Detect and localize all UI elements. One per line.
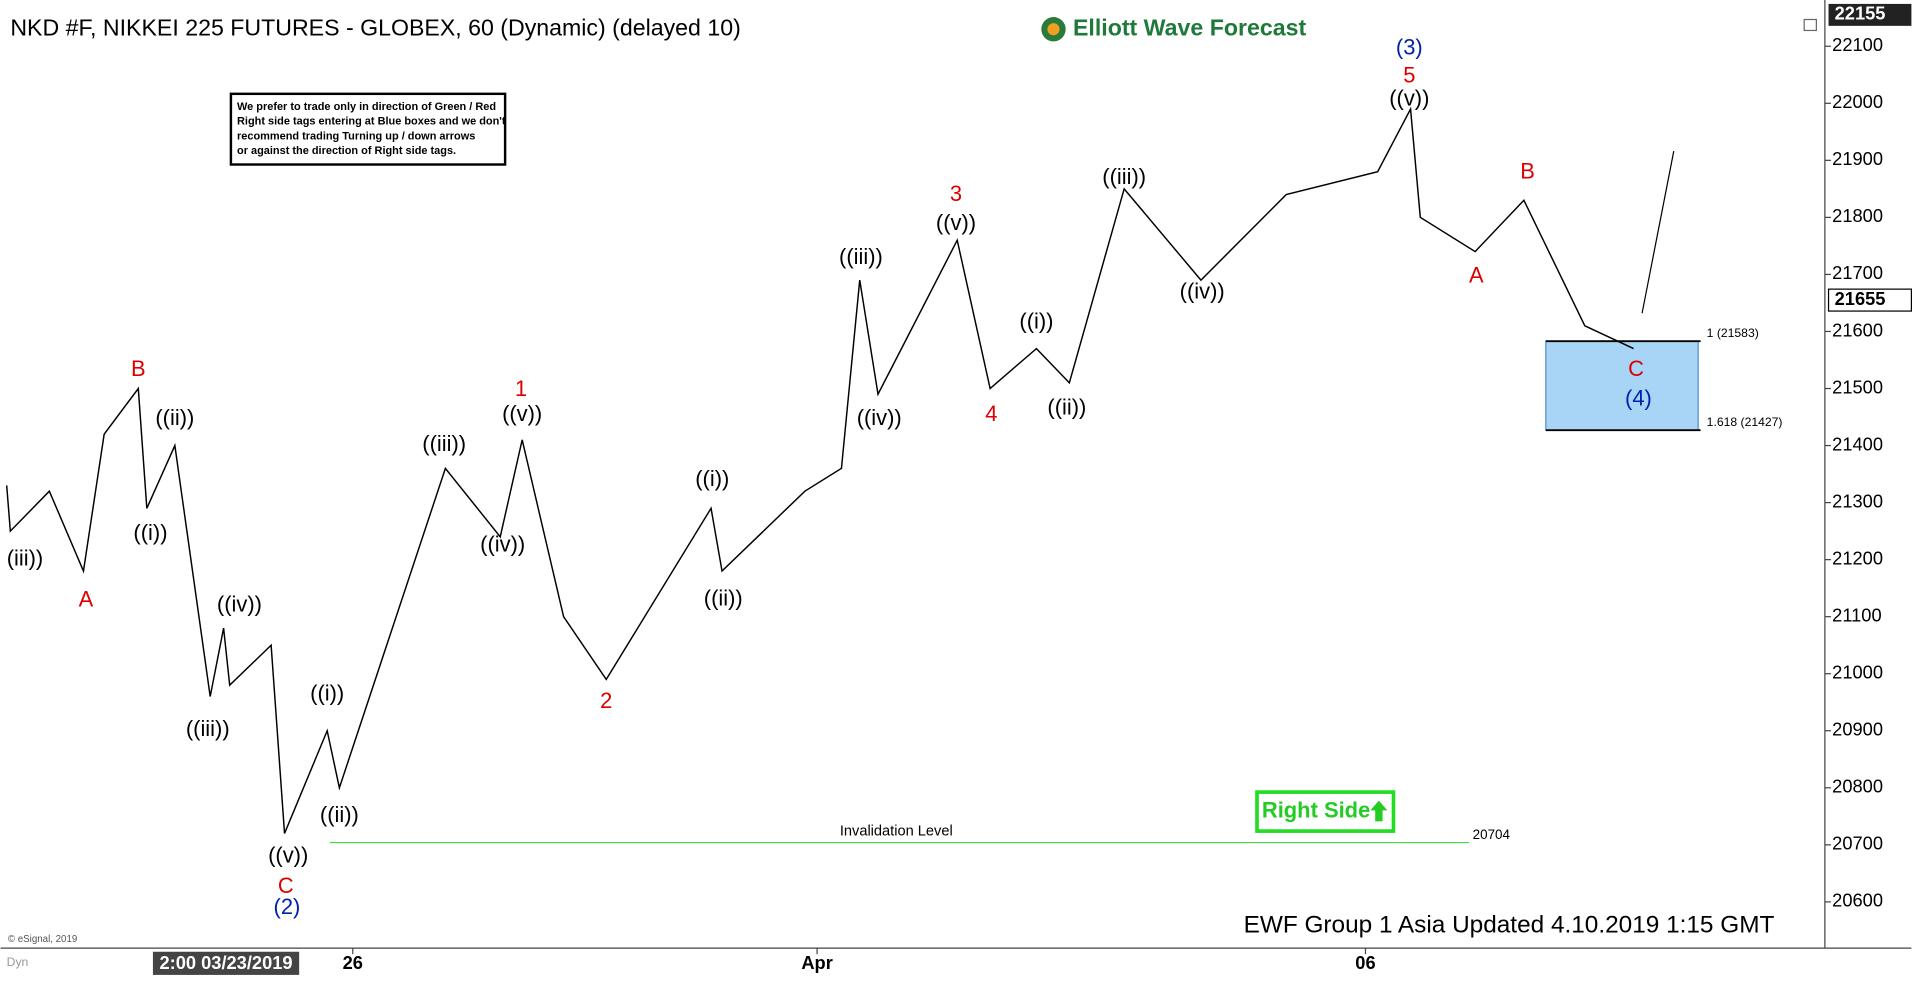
wave-label: ((iv)) — [857, 405, 902, 430]
y-tick-label: 21700 — [1832, 262, 1883, 283]
wave-label: B — [1520, 159, 1535, 184]
wave-label: C — [1628, 356, 1644, 381]
wave-label: ((iii)) — [1102, 164, 1146, 189]
wave-label: ((iv)) — [217, 592, 262, 617]
wave-label: C — [278, 873, 294, 898]
wave-label: ((ii)) — [704, 585, 743, 610]
projection-line — [1641, 150, 1675, 314]
wave-label: 5 — [1403, 62, 1415, 87]
note-line: recommend trading Turning up / down arro… — [237, 130, 475, 142]
high-price-box — [1828, 3, 1912, 26]
right-side-label: Right Side — [1262, 797, 1370, 822]
wave-label: 2 — [600, 688, 612, 713]
footer: EWF Group 1 Asia Updated 4.10.2019 1:15 … — [1244, 912, 1775, 939]
wave-label: ((i)) — [1019, 309, 1053, 334]
y-tick-label: 20600 — [1832, 890, 1883, 911]
fib-label: 1 (21583) — [1707, 326, 1759, 340]
y-tick-label: 21900 — [1832, 148, 1883, 169]
y-tick-label: 20900 — [1832, 719, 1883, 740]
invalidation-label: Invalidation Level — [840, 823, 953, 839]
wave-label: ((iv)) — [1180, 278, 1225, 303]
last-price-box — [1827, 288, 1912, 312]
wave-label: 1 — [515, 376, 527, 401]
y-tick-label: 21600 — [1832, 319, 1883, 340]
brand-name: Elliott Wave Forecast — [1073, 14, 1306, 40]
blue-box — [1545, 340, 1699, 431]
y-tick-label: 21300 — [1832, 490, 1883, 511]
wave-label: ((ii)) — [320, 802, 359, 827]
note-box — [229, 92, 507, 166]
wave-label: ((i)) — [695, 466, 729, 491]
high-price-label: 22155 — [1835, 3, 1886, 24]
wave-label: (4) — [1625, 386, 1652, 411]
wave-label: ((iii)) — [839, 244, 883, 269]
logo-icon-inner — [1047, 23, 1060, 36]
note-line: We prefer to trade only in direction of … — [237, 101, 496, 113]
x-tick-label: 06 — [1355, 952, 1375, 973]
x-tick-label: 26 — [343, 952, 363, 973]
wave-label: ((ii)) — [155, 405, 194, 430]
y-tick-label: 20800 — [1832, 776, 1883, 797]
wave-label: ((v)) — [268, 843, 308, 868]
y-tick-label: 22100 — [1832, 34, 1883, 55]
window-icon — [1803, 18, 1817, 32]
wave-label: 4 — [985, 401, 997, 426]
wave-label: B — [131, 356, 146, 381]
note-line: or against the direction of Right side t… — [237, 145, 456, 157]
wave-label: ((v)) — [936, 210, 976, 235]
y-tick-label: 21500 — [1832, 376, 1883, 397]
right-side-box — [1255, 790, 1396, 833]
y-tick-label: 21000 — [1832, 662, 1883, 683]
wave-label: (iii)) — [7, 545, 44, 570]
wave-label: ((v)) — [502, 401, 542, 426]
wave-label: (2) — [274, 894, 301, 919]
wave-label: ((iii)) — [186, 716, 230, 741]
y-tick-label: 22000 — [1832, 91, 1883, 112]
wave-label: A — [79, 587, 94, 612]
wave-label: ((iii)) — [422, 431, 466, 456]
wave-label: (3) — [1396, 34, 1423, 59]
wave-label: ((i)) — [310, 681, 344, 706]
copyright: © eSignal, 2019 — [8, 934, 77, 945]
up-arrow — [1370, 800, 1388, 822]
note-line: Right side tags entering at Blue boxes a… — [237, 116, 506, 128]
wave-label: A — [1469, 263, 1484, 288]
last-price-label: 21655 — [1835, 288, 1886, 309]
x-tick-label: Apr — [801, 952, 832, 973]
wave-label: ((v)) — [1389, 86, 1429, 111]
y-tick-label: 20700 — [1832, 833, 1883, 854]
wave-label: ((ii)) — [1047, 394, 1086, 419]
wave-label: 3 — [950, 181, 962, 206]
wave-label: ((i)) — [133, 520, 167, 545]
y-tick-label: 21800 — [1832, 205, 1883, 226]
right-side-tag: Right Side — [1255, 790, 1396, 833]
note-text: We prefer to trade only in direction of … — [237, 101, 506, 157]
wave-label: ((iv)) — [480, 532, 525, 557]
y-tick-label: 21100 — [1832, 605, 1881, 626]
price-line — [5, 106, 1634, 834]
cursor-box — [152, 951, 300, 975]
fib-label: 1.618 (21427) — [1707, 415, 1783, 429]
cursor-label: 2:00 03/23/2019 — [160, 952, 293, 973]
chart-title: NKD #F, NIKKEI 225 FUTURES - GLOBEX, 60 … — [10, 14, 740, 40]
brand-logo: Elliott Wave Forecast — [1041, 14, 1306, 42]
y-tick-label: 21400 — [1832, 433, 1883, 454]
y-tick-label: 21200 — [1832, 547, 1883, 568]
corner-label: Dyn — [7, 955, 29, 969]
invalidation-value: 20704 — [1473, 827, 1511, 842]
